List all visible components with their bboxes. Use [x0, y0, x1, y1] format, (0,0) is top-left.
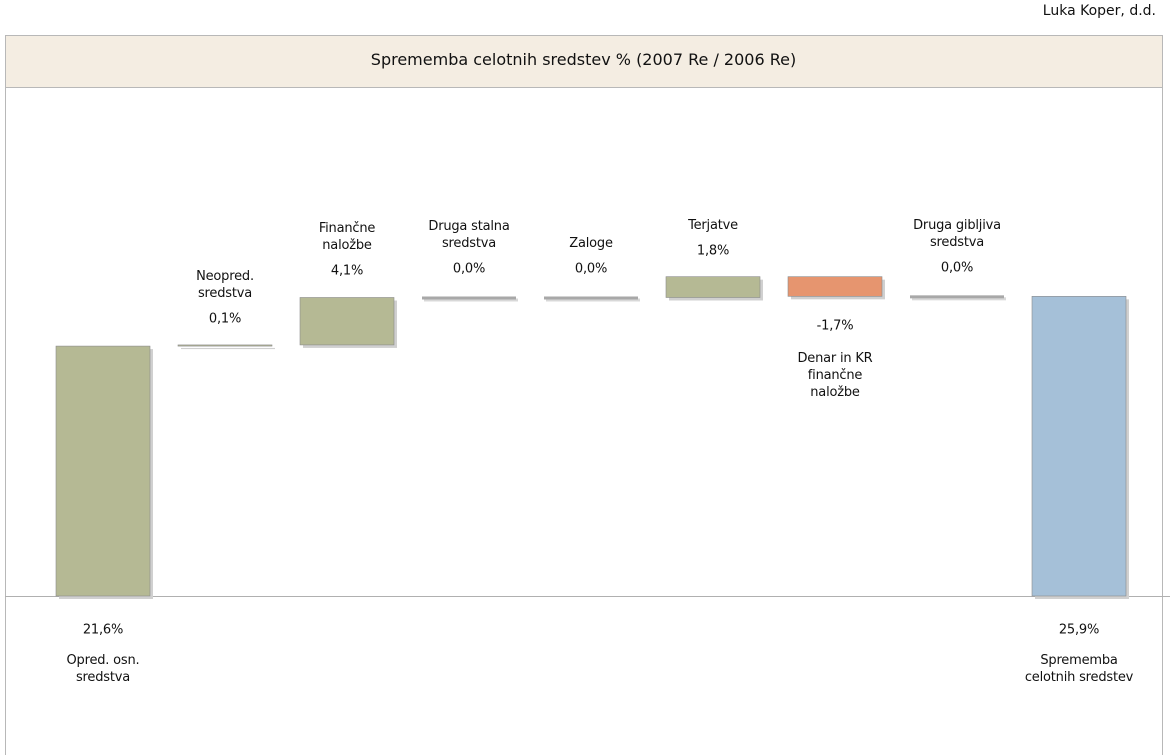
bar: [544, 296, 638, 300]
category-label: Denar in KR finančne naložbe: [797, 351, 873, 401]
bar: [910, 295, 1004, 299]
value-label: 1,8%: [696, 243, 730, 259]
category-label: Zaloge: [569, 236, 613, 252]
category-label: Druga stalna sredstva: [428, 219, 510, 252]
category-label: Opred. osn. sredstva: [66, 653, 140, 685]
bar-shadow: [424, 298, 518, 302]
value-label: 25,9%: [1058, 622, 1100, 638]
category-label: Neopred. sredstva: [196, 268, 254, 301]
bar: [422, 296, 516, 300]
bar: [55, 345, 151, 597]
bar-shadow: [912, 297, 1006, 301]
value-label: 0,0%: [940, 260, 974, 276]
category-label: Terjatve: [688, 217, 738, 233]
bar-shadow: [181, 347, 275, 350]
value-label: 0,1%: [208, 311, 242, 327]
bar: [1031, 296, 1127, 597]
category-label: Finančne naložbe: [318, 221, 376, 254]
value-label: 21,6%: [82, 622, 124, 638]
source: Luka Koper, d.d.: [1042, 3, 1156, 19]
value-label: -1,7%: [816, 318, 854, 334]
bar-shadow: [546, 298, 640, 302]
bar: [665, 276, 761, 298]
value-label: 0,0%: [452, 261, 486, 277]
value-label: 4,1%: [330, 263, 364, 279]
bar: [299, 297, 395, 346]
header-band: [5, 35, 1163, 88]
chart-title: Sprememba celotnih sredstev % (2007 Re /…: [370, 50, 797, 69]
category-label: Druga gibljiva sredstva: [913, 218, 1001, 251]
value-label: 0,0%: [574, 261, 608, 277]
bar: [177, 344, 273, 347]
category-label: Sprememba celotnih sredstev: [1024, 653, 1134, 685]
bar: [787, 276, 883, 297]
